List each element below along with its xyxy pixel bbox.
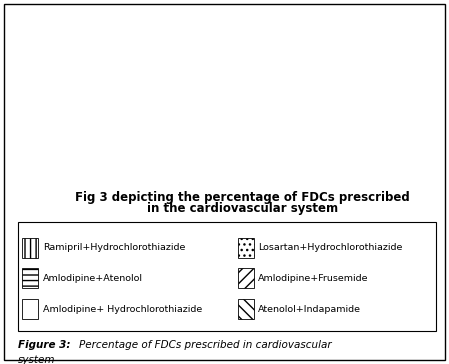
Bar (255, 138, 300, 182)
Text: Ramipril+Hydrochlorothiazide: Ramipril+Hydrochlorothiazide (43, 243, 185, 252)
Text: 10.6: 10.6 (328, 132, 350, 142)
Text: Amlodipine+Atenolol: Amlodipine+Atenolol (43, 274, 143, 283)
Text: Atenolol+Indapamide: Atenolol+Indapamide (258, 305, 361, 314)
Text: 20.61: 20.61 (141, 95, 169, 106)
Y-axis label: Percentage: Percentage (26, 78, 36, 141)
Bar (378, 157, 423, 182)
Text: 6.8: 6.8 (393, 146, 408, 156)
Text: Percentage of FDCs prescribed in cardiovascular: Percentage of FDCs prescribed in cardiov… (79, 340, 331, 350)
Text: 29.07: 29.07 (79, 65, 107, 75)
Text: system: system (18, 355, 56, 364)
Text: in the cardiovascular system: in the cardiovascular system (147, 202, 338, 215)
Text: Losartan+Hydrochlorothiazide: Losartan+Hydrochlorothiazide (258, 243, 403, 252)
Text: Amlodipine+Frusemide: Amlodipine+Frusemide (258, 274, 369, 283)
Bar (133, 107, 177, 182)
Bar (194, 107, 238, 182)
X-axis label: FDC: FDC (236, 186, 258, 196)
Text: 12.2: 12.2 (267, 126, 288, 136)
Text: Fig 3 depicting the percentage of FDCs prescribed: Fig 3 depicting the percentage of FDCs p… (75, 191, 410, 204)
Text: Figure 3:: Figure 3: (18, 340, 70, 350)
Bar (71, 76, 116, 182)
Bar (317, 143, 361, 182)
Text: Amlodipine+ Hydrochlorothiazide: Amlodipine+ Hydrochlorothiazide (43, 305, 202, 314)
Text: 20.61: 20.61 (202, 95, 230, 106)
